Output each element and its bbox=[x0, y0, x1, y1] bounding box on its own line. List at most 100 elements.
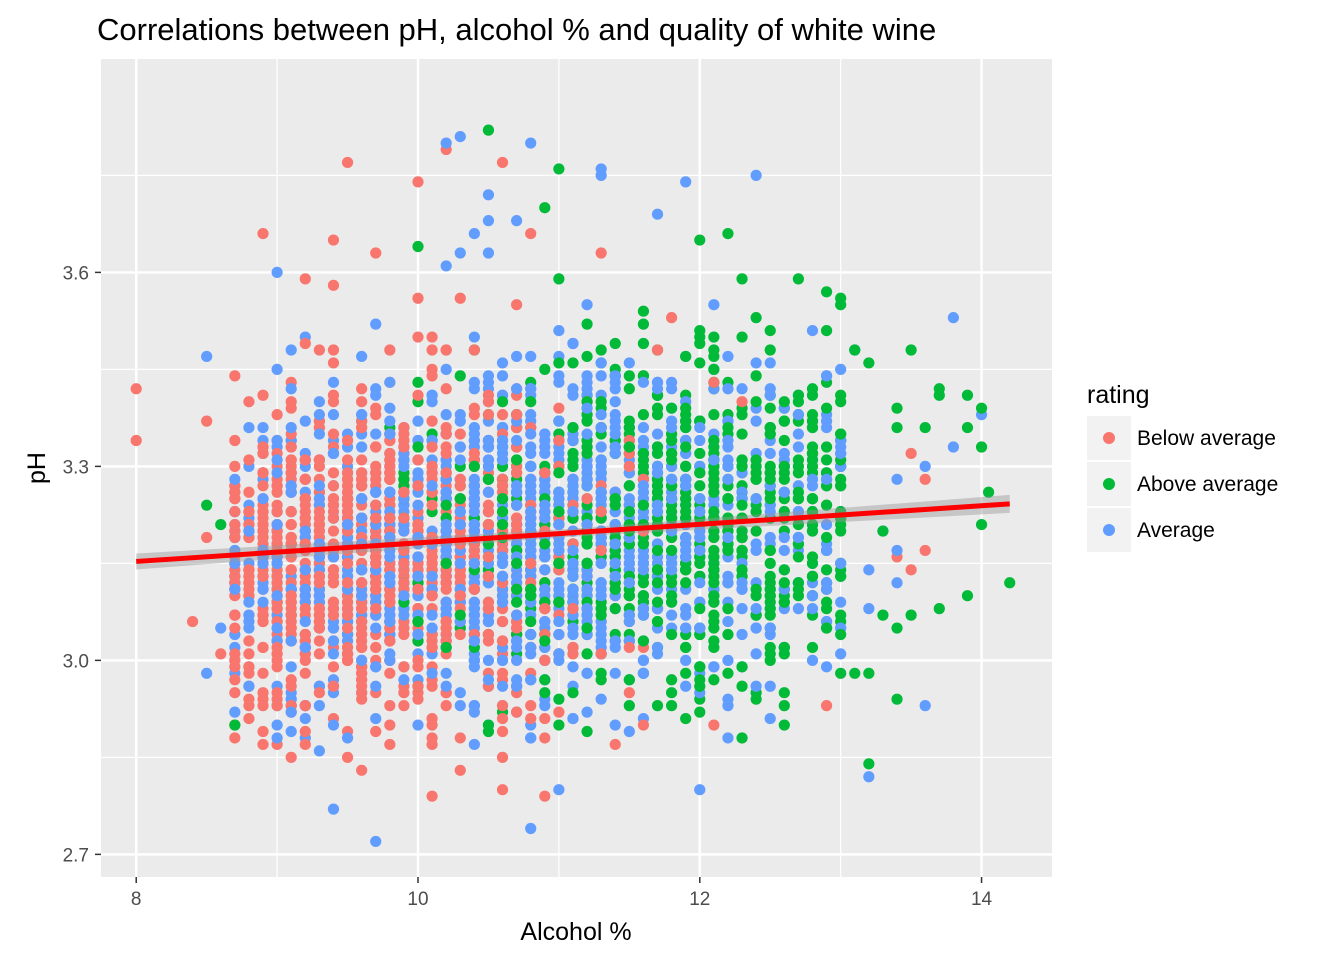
point-above-average bbox=[623, 415, 635, 427]
point-below-average bbox=[243, 712, 255, 725]
point-below-average bbox=[229, 460, 241, 472]
point-average bbox=[370, 712, 382, 725]
point-below-average bbox=[370, 641, 382, 654]
point-above-average bbox=[835, 525, 847, 537]
point-below-average bbox=[440, 447, 452, 460]
point-below-average bbox=[666, 312, 678, 324]
point-below-average bbox=[257, 480, 269, 492]
point-above-average bbox=[609, 337, 621, 350]
point-below-average bbox=[482, 596, 495, 608]
point-average bbox=[764, 506, 776, 518]
point-average bbox=[835, 363, 847, 375]
point-below-average bbox=[299, 493, 311, 505]
point-below-average bbox=[271, 538, 283, 550]
point-average bbox=[412, 719, 424, 731]
point-average bbox=[525, 732, 537, 744]
point-average bbox=[820, 370, 833, 382]
point-average bbox=[722, 434, 734, 447]
point-above-average bbox=[694, 661, 706, 673]
point-average bbox=[651, 376, 664, 388]
point-average bbox=[468, 603, 480, 615]
point-average bbox=[750, 415, 762, 427]
point-below-average bbox=[341, 506, 354, 518]
legend-title: rating bbox=[1087, 381, 1150, 409]
point-below-average bbox=[426, 590, 438, 602]
point-average bbox=[764, 383, 776, 395]
point-below-average bbox=[567, 641, 579, 654]
point-above-average bbox=[553, 693, 565, 705]
point-below-average bbox=[285, 622, 297, 634]
point-average bbox=[412, 467, 424, 479]
point-above-average bbox=[708, 564, 720, 576]
point-average bbox=[581, 706, 593, 718]
point-below-average bbox=[313, 648, 325, 660]
point-average bbox=[764, 680, 776, 692]
point-below-average bbox=[398, 434, 410, 447]
point-average bbox=[313, 428, 325, 440]
point-above-average bbox=[553, 467, 565, 479]
point-above-average bbox=[736, 499, 748, 511]
point-above-average bbox=[1004, 577, 1016, 589]
point-above-average bbox=[806, 409, 819, 421]
point-average bbox=[384, 415, 396, 427]
point-below-average bbox=[496, 635, 509, 647]
point-average bbox=[539, 700, 551, 712]
point-above-average bbox=[708, 434, 720, 447]
x-axis: 8 10 12 14 bbox=[131, 877, 993, 910]
point-average bbox=[581, 460, 593, 472]
point-above-average bbox=[694, 234, 706, 246]
point-below-average bbox=[271, 409, 283, 421]
point-below-average bbox=[553, 706, 565, 718]
point-average bbox=[468, 738, 480, 751]
point-above-average bbox=[539, 363, 551, 375]
point-below-average bbox=[370, 409, 382, 421]
point-above-average bbox=[637, 318, 650, 330]
point-average bbox=[370, 428, 382, 440]
point-average bbox=[525, 486, 537, 498]
point-average bbox=[637, 557, 650, 569]
point-below-average bbox=[356, 454, 368, 466]
point-above-average bbox=[708, 551, 720, 563]
point-below-average bbox=[243, 396, 255, 408]
point-average bbox=[496, 570, 509, 582]
point-average bbox=[595, 409, 607, 421]
point-below-average bbox=[130, 434, 142, 447]
point-average bbox=[567, 480, 579, 492]
point-below-average bbox=[341, 480, 354, 492]
point-above-average bbox=[651, 577, 664, 589]
point-above-average bbox=[708, 525, 720, 537]
point-below-average bbox=[327, 661, 340, 673]
point-average bbox=[694, 493, 706, 505]
point-average bbox=[806, 654, 819, 666]
point-above-average bbox=[539, 538, 551, 550]
point-below-average bbox=[356, 577, 368, 589]
point-average bbox=[736, 603, 748, 615]
point-below-average bbox=[285, 441, 297, 453]
point-average bbox=[440, 409, 452, 421]
point-below-average bbox=[201, 531, 213, 544]
point-above-average bbox=[511, 454, 523, 466]
point-average bbox=[525, 822, 537, 835]
point-above-average bbox=[708, 363, 720, 375]
point-above-average bbox=[440, 557, 452, 569]
point-below-average bbox=[229, 622, 241, 634]
point-average bbox=[623, 557, 635, 569]
point-below-average bbox=[623, 460, 635, 472]
point-below-average bbox=[299, 628, 311, 641]
point-above-average bbox=[440, 499, 452, 511]
point-average bbox=[482, 454, 495, 466]
point-average bbox=[722, 654, 734, 666]
point-average bbox=[539, 583, 551, 595]
point-below-average bbox=[623, 641, 635, 654]
point-average bbox=[496, 441, 509, 453]
point-average bbox=[412, 551, 424, 563]
point-above-average bbox=[694, 706, 706, 718]
point-below-average bbox=[468, 344, 480, 356]
point-average bbox=[694, 544, 706, 557]
point-above-average bbox=[792, 518, 805, 531]
point-average bbox=[694, 421, 706, 434]
point-average bbox=[595, 357, 607, 369]
point-average bbox=[820, 421, 833, 434]
point-above-average bbox=[637, 305, 650, 317]
